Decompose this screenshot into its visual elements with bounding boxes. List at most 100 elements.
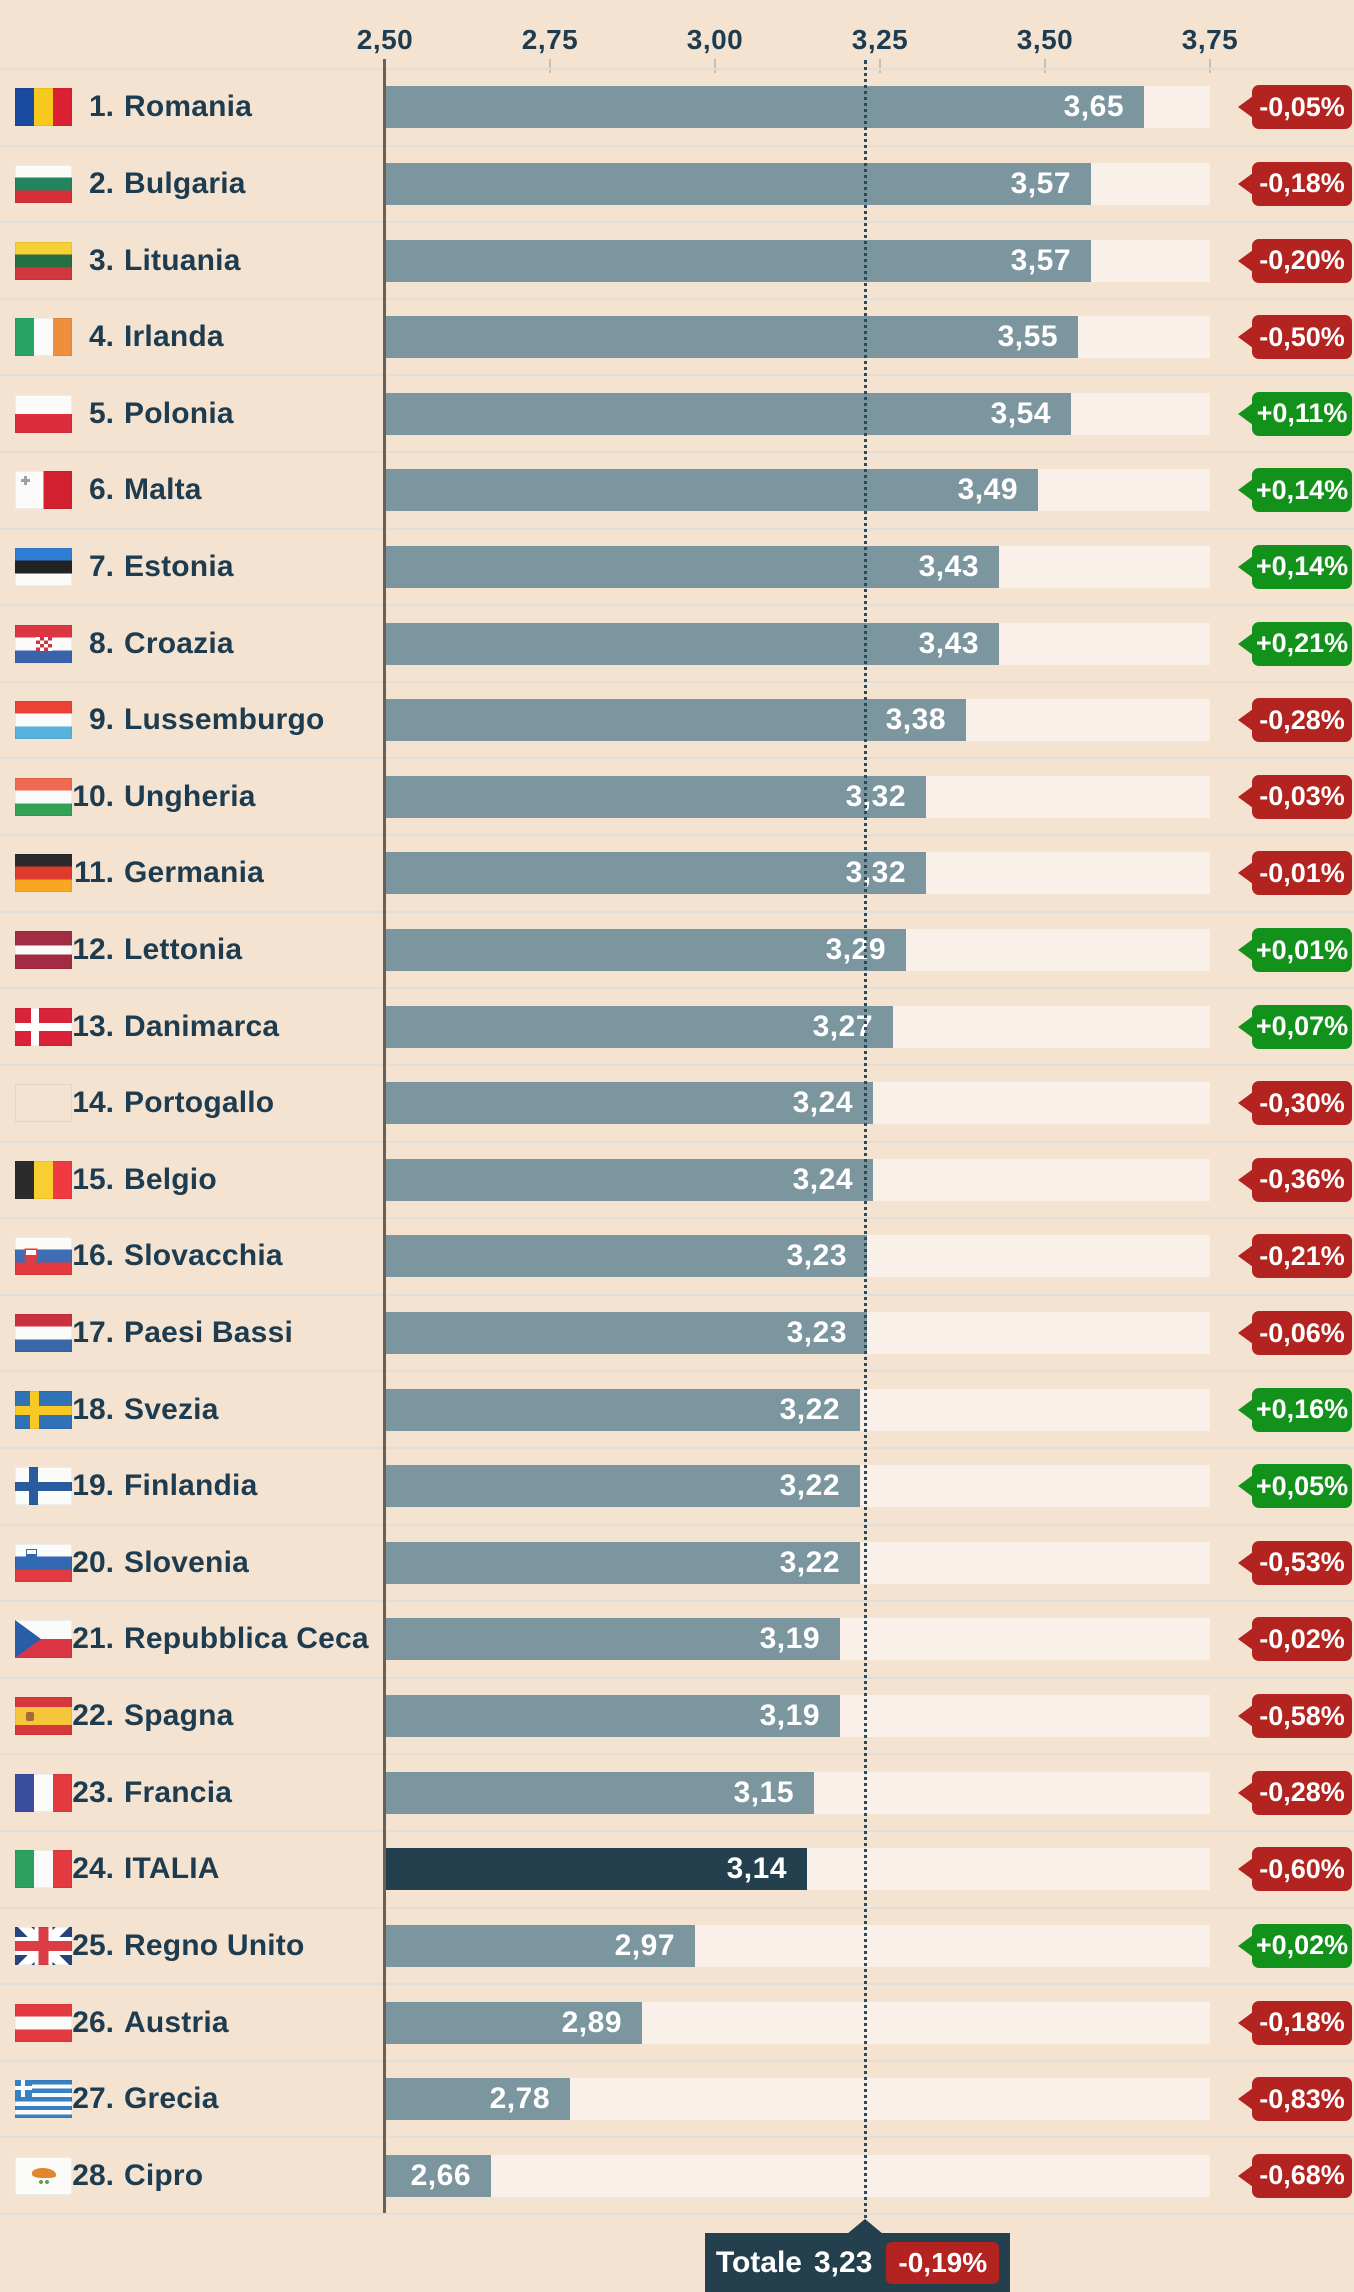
- country-row: 10. Ungheria 3,32 -0,03%: [0, 759, 1354, 837]
- bar-value-label: 3,24: [792, 1162, 853, 1196]
- rank-label: 3.: [88, 243, 114, 277]
- bar-value-label: 3,29: [825, 933, 886, 966]
- value-bar: 3,57: [385, 162, 1091, 205]
- bar-value-label: 3,38: [885, 703, 946, 737]
- bar-value-label: 3,65: [1063, 90, 1124, 124]
- change-label: -0,03%: [1259, 781, 1345, 812]
- value-bar: 3,57: [385, 239, 1091, 282]
- change-badge: -0,36%: [1252, 1157, 1352, 1202]
- country-row: 22. Spagna 3,19 -0,58%: [0, 1679, 1354, 1756]
- country-row: 9. Lussemburgo 3,38 -0,28%: [0, 683, 1354, 760]
- bar-track: 3,32: [385, 775, 1210, 818]
- rank-label: 22.: [72, 1699, 114, 1733]
- paesi-bassi-flag-icon: [15, 1314, 72, 1353]
- change-badge: +0,16%: [1252, 1387, 1352, 1432]
- change-label: +0,16%: [1255, 1394, 1349, 1425]
- rank-label: 6.: [88, 473, 114, 507]
- bar-value-label: 3,23: [786, 1316, 847, 1350]
- change-badge: -0,30%: [1252, 1081, 1352, 1126]
- country-row: 3. Lituania 3,57 -0,20%: [0, 223, 1354, 300]
- total-label: Totale: [715, 2245, 802, 2279]
- rank-label: 9.: [88, 703, 114, 737]
- total-change-badge: -0,19%: [886, 2241, 1000, 2284]
- country-row: 14. Portogallo 3,24 -0,30%: [0, 1066, 1354, 1143]
- bar-value-label: 2,97: [614, 1928, 675, 1962]
- value-bar: 3,43: [385, 622, 999, 665]
- bar-value-label: 3,14: [726, 1852, 787, 1886]
- rank-label: 5.: [88, 396, 114, 430]
- bar-track: 3,43: [385, 622, 1210, 665]
- value-bar: 2,89: [385, 2001, 642, 2044]
- change-label: -0,21%: [1259, 1240, 1345, 1271]
- bar-track: 3,19: [385, 1618, 1210, 1661]
- change-label: -0,18%: [1259, 168, 1345, 199]
- rank-label: 16.: [72, 1239, 114, 1273]
- bar-value-label: 3,22: [779, 1545, 840, 1579]
- value-bar: 3,49: [385, 469, 1038, 512]
- value-bar: 3,32: [385, 852, 926, 895]
- value-bar: 2,66: [385, 2154, 491, 2197]
- rank-label: 10.: [72, 779, 114, 813]
- change-badge: -0,50%: [1252, 315, 1352, 360]
- country-row: 27. Grecia 2,78 -0,83%: [0, 2062, 1354, 2139]
- bar-track: 2,89: [385, 2001, 1210, 2044]
- value-bar: 2,97: [385, 1924, 695, 1967]
- bar-value-label: 3,57: [1010, 243, 1071, 277]
- change-badge: +0,21%: [1252, 621, 1352, 666]
- change-label: +0,02%: [1255, 1930, 1349, 1961]
- bar-track: 3,23: [385, 1235, 1210, 1278]
- rank-label: 28.: [72, 2158, 114, 2192]
- country-row: 12. Lettonia 3,29 +0,01%: [0, 913, 1354, 990]
- change-label: -0,50%: [1259, 321, 1345, 352]
- country-row: 13. Danimarca 3,27 +0,07%: [0, 989, 1354, 1066]
- change-badge: -0,05%: [1252, 85, 1352, 130]
- change-label: +0,01%: [1255, 934, 1349, 965]
- bar-value-label: 3,19: [759, 1699, 820, 1733]
- change-label: -0,60%: [1259, 1853, 1345, 1884]
- change-label: -0,30%: [1259, 1087, 1345, 1118]
- bar-value-label: 3,22: [779, 1469, 840, 1503]
- regno-unito-flag-icon: [15, 1926, 72, 1965]
- bar-track: 3,19: [385, 1695, 1210, 1738]
- rank-label: 18.: [72, 1392, 114, 1426]
- value-bar: 3,29: [385, 929, 906, 971]
- country-name: Lussemburgo: [124, 703, 325, 737]
- country-row: 11. Germania 3,32 -0,01%: [0, 836, 1354, 913]
- country-rows: 1. Romania 3,65 -0,05% 2. Bulgaria 3,57 -0,18% 3…: [0, 68, 1354, 2216]
- country-row: 25. Regno Unito 2,97 +0,02%: [0, 1909, 1354, 1986]
- country-row: 4. Irlanda 3,55 -0,50%: [0, 300, 1354, 377]
- value-bar: 3,27: [385, 1005, 893, 1048]
- change-label: -0,18%: [1259, 2007, 1345, 2038]
- change-badge: -0,21%: [1252, 1234, 1352, 1279]
- polonia-flag-icon: [15, 394, 72, 433]
- country-name: Irlanda: [124, 320, 224, 354]
- value-bar: 3,24: [385, 1158, 873, 1201]
- danimarca-flag-icon: [15, 1007, 72, 1046]
- country-name: Cipro: [124, 2158, 204, 2192]
- bar-track: 3,54: [385, 392, 1210, 435]
- rank-label: 25.: [72, 1928, 114, 1962]
- austria-flag-icon: [15, 2003, 72, 2042]
- bar-track: 3,24: [385, 1158, 1210, 1201]
- change-badge: -0,18%: [1252, 161, 1352, 206]
- portogallo-flag-icon: [15, 1084, 72, 1122]
- country-name: Romania: [124, 90, 253, 124]
- value-bar: 3,65: [385, 86, 1144, 129]
- bar-value-label: 3,24: [792, 1086, 853, 1120]
- country-name: Regno Unito: [124, 1928, 305, 1962]
- change-label: +0,07%: [1255, 1011, 1349, 1042]
- country-row: 23. Francia 3,15 -0,28%: [0, 1755, 1354, 1833]
- country-row: 16. Slovacchia 3,23 -0,21%: [0, 1219, 1354, 1296]
- change-badge: -0,28%: [1252, 1770, 1352, 1815]
- change-badge: +0,05%: [1252, 1464, 1352, 1509]
- rank-label: 8.: [88, 626, 114, 660]
- average-reference-line: [864, 60, 867, 2232]
- value-bar: 3,24: [385, 1082, 873, 1125]
- country-name: Slovacchia: [124, 1239, 283, 1273]
- value-bar: 3,54: [385, 392, 1071, 435]
- bar-value-label: 3,32: [845, 779, 906, 813]
- change-label: -0,68%: [1259, 2160, 1345, 2191]
- bar-value-label: 3,49: [957, 473, 1018, 507]
- change-label: -0,02%: [1259, 1623, 1345, 1654]
- country-name: Danimarca: [124, 1009, 280, 1043]
